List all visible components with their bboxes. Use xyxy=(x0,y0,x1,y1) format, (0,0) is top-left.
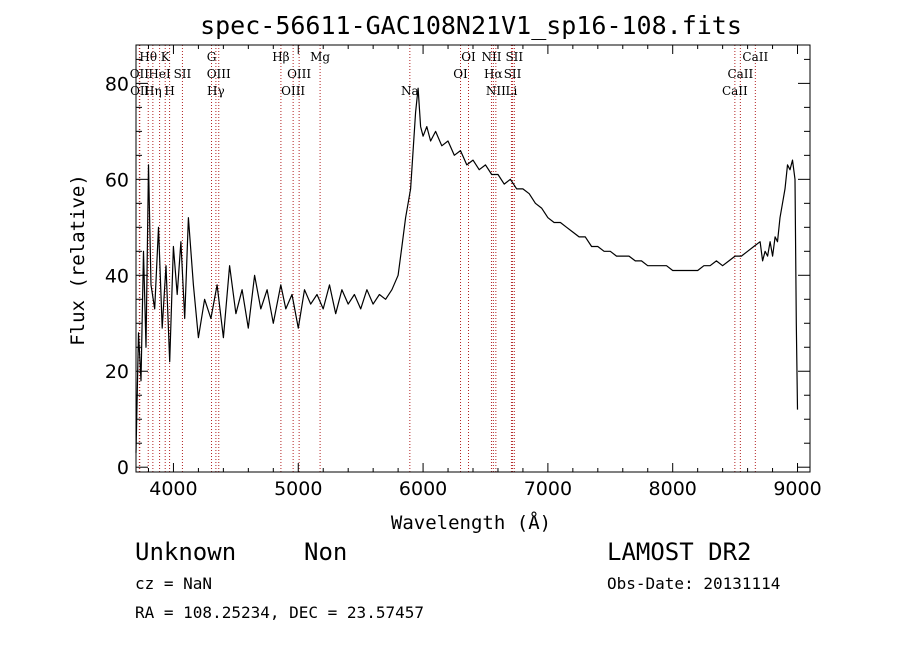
spectral-line-label: Hβ xyxy=(272,50,289,64)
spectral-line-label: NII xyxy=(481,50,501,64)
redshift-cz: cz = NaN xyxy=(135,574,212,593)
survey-name: LAMOST DR2 xyxy=(607,538,752,566)
spectral-line-label: SII xyxy=(174,67,192,81)
spectral-line-label: HeI xyxy=(148,67,171,81)
x-tick-label: 9000 xyxy=(773,478,821,500)
spectral-line-label: K xyxy=(161,50,171,64)
spectral-line-label: H xyxy=(164,84,174,98)
y-tick-label: 0 xyxy=(117,457,129,479)
spectral-line-label: CaII xyxy=(727,67,753,81)
spectral-line-label: OIII xyxy=(287,67,311,81)
spectrum-series xyxy=(135,87,799,453)
x-tick-label: 6000 xyxy=(399,478,447,500)
x-tick-label: 7000 xyxy=(524,478,572,500)
spectral-line-label: Li xyxy=(506,84,518,98)
x-tick-label: 5000 xyxy=(274,478,322,500)
y-axis-label: Flux (relative) xyxy=(67,174,89,346)
chart-title: spec-56611-GAC108N21V1_sp16-108.fits xyxy=(200,11,742,40)
spectral-line-label: OI xyxy=(453,67,468,81)
observation-date: Obs-Date: 20131114 xyxy=(607,574,780,593)
y-tick-label: 80 xyxy=(105,73,129,95)
spectral-line-label: Mg xyxy=(310,50,330,64)
x-axis-label: Wavelength (Å) xyxy=(391,511,551,534)
y-tick-label: 20 xyxy=(105,361,129,383)
spectral-line-label: OII xyxy=(130,67,150,81)
spectral-line-markers xyxy=(138,45,756,472)
object-subclass: Non xyxy=(304,538,347,566)
spectral-line-label: G xyxy=(207,50,217,64)
plot-frame xyxy=(135,44,811,473)
spectral-line-label: OI xyxy=(461,50,476,64)
spectral-line-label: Hη xyxy=(144,84,162,98)
spectral-line-label: Hθ xyxy=(139,50,157,64)
spectral-line-label: OIII xyxy=(281,84,305,98)
spectral-line-label: OII xyxy=(130,84,150,98)
spectral-line-label: Hα xyxy=(484,67,503,81)
spectral-line-label: CaII xyxy=(742,50,768,64)
ra-dec: RA = 108.25234, DEC = 23.57457 xyxy=(135,603,424,622)
spectral-line-label: OIII xyxy=(207,67,231,81)
spectrum-line xyxy=(135,87,799,453)
spectral-line-label: Hγ xyxy=(207,84,225,98)
x-axis-ticks: 4000 5000 6000 7000 8000 9000 xyxy=(147,45,822,500)
spectral-line-label: SII xyxy=(505,50,523,64)
object-class: Unknown xyxy=(135,538,236,566)
y-tick-label: 60 xyxy=(105,169,129,191)
spectral-line-labels: HθOIIOIIHηKHeIHSIIGOIIIHγHβOIIIOIIIMgNaO… xyxy=(130,50,769,98)
y-axis-ticks: 0 20 40 60 80 xyxy=(105,58,810,479)
x-tick-label: 8000 xyxy=(649,478,697,500)
spectral-line-label: NII xyxy=(486,84,506,98)
x-tick-label: 4000 xyxy=(149,478,197,500)
spectral-line-label: SII xyxy=(504,67,522,81)
spectral-line-label: Na xyxy=(401,84,419,98)
y-tick-label: 40 xyxy=(105,265,129,287)
spectral-line-label: CaII xyxy=(722,84,748,98)
